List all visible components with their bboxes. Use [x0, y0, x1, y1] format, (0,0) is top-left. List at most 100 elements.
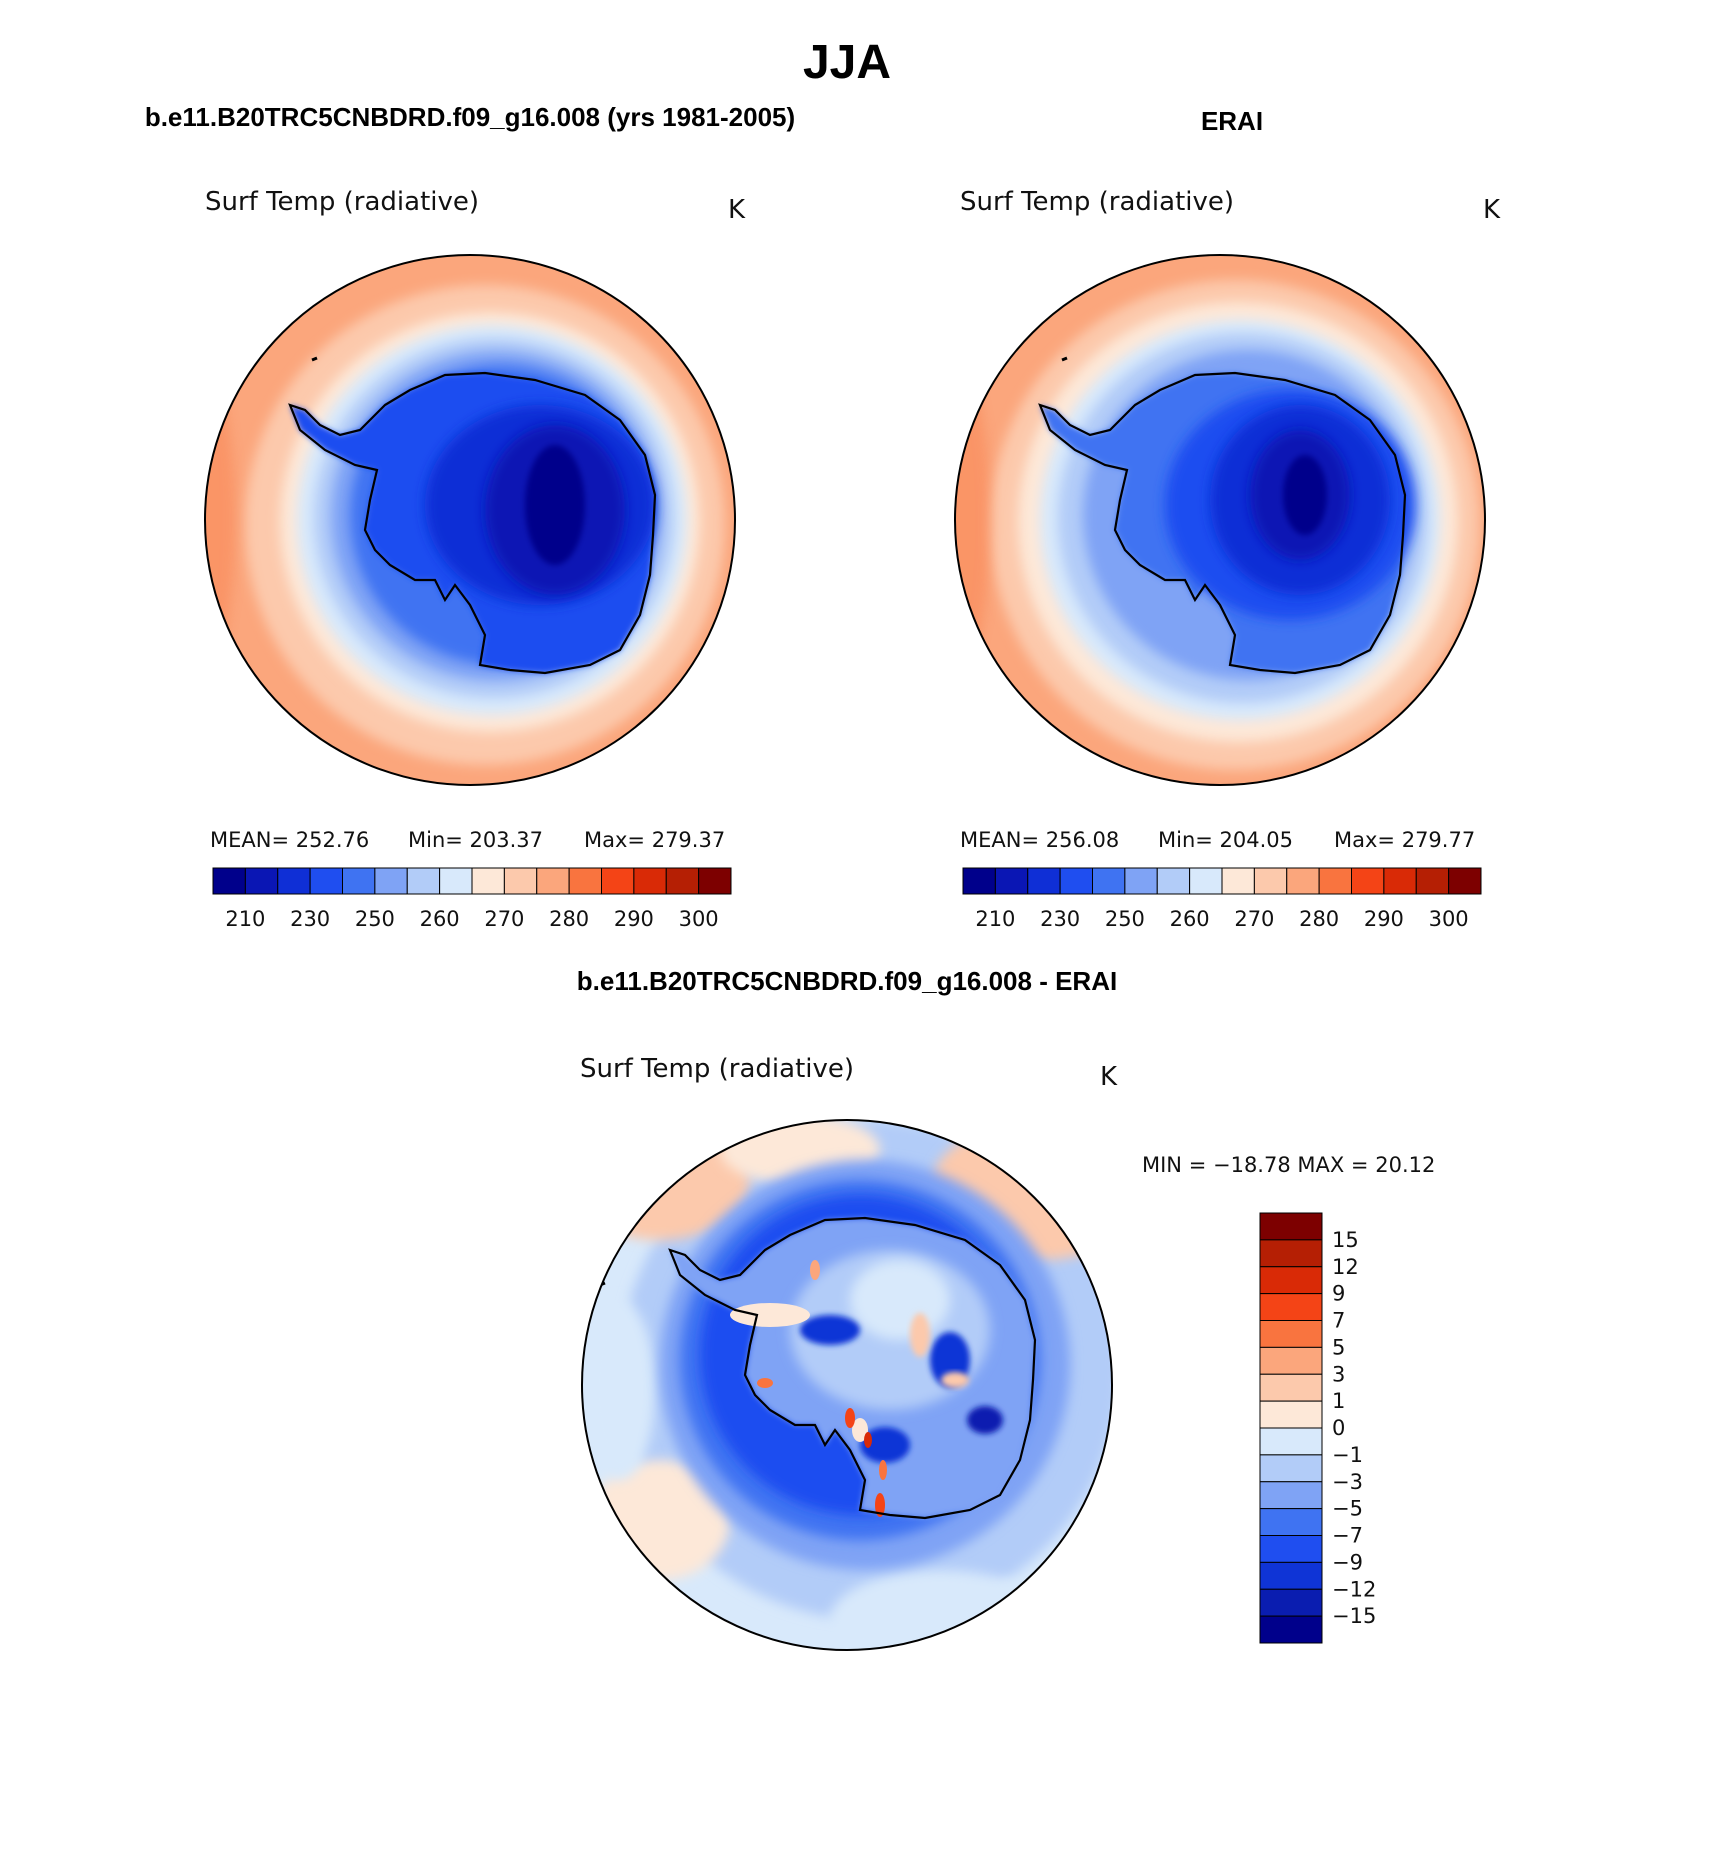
- panel-obs-colorbar-tick-label: 210: [975, 907, 1015, 931]
- panel-diff-colorbar-tick-label: 0: [1332, 1416, 1345, 1440]
- panel-diff-colorbar-swatch: [1259, 1266, 1323, 1295]
- panel-model-colorbar-tick-label: 250: [355, 907, 395, 931]
- panel-model-stat-mean: MEAN= 252.76: [210, 828, 369, 852]
- panel-obs-stat-max: Max= 279.77: [1334, 828, 1475, 852]
- panel-obs-stat-mean: MEAN= 256.08: [960, 828, 1119, 852]
- panel-diff-map: [582, 1120, 1112, 1650]
- figure-title: JJA: [803, 36, 891, 89]
- panel-obs-colorbar-tick-label: 250: [1105, 907, 1145, 931]
- panel-obs-colorbar-tick-label: 230: [1040, 907, 1080, 931]
- panel-diff-colorbar-swatch: [1259, 1588, 1323, 1617]
- panel-model-colorbar-swatch: [212, 867, 246, 895]
- panel-obs-colorbar-swatch: [1286, 867, 1320, 895]
- panel-model-colorbar-swatch: [309, 867, 343, 895]
- panel-obs-colorbar-swatch: [994, 867, 1029, 895]
- panel-diff-colorbar-ticks: 15 12 9 75 3 1 0 −1 −3 −5 −7−9 −12 −15: [1332, 1228, 1376, 1628]
- panel-model-colorbar-tick-label: 210: [225, 907, 265, 931]
- panel-diff-colorbar-tick-label: −1: [1332, 1443, 1363, 1467]
- panel-model-colorbar-swatch: [633, 867, 667, 895]
- panel-model-colorbar-tick-label: 280: [549, 907, 589, 931]
- panel-diff-colorbar-swatch: [1259, 1427, 1323, 1456]
- panel-model-map-border: [204, 254, 736, 786]
- panel-obs-stats: MEAN= 256.08 Min= 204.05 Max= 279.77: [960, 828, 1475, 852]
- panel-diff-field: [582, 1120, 1112, 1650]
- panel-model-colorbar-swatch: [503, 867, 538, 895]
- panel-model-subtitle: b.e11.B20TRC5CNBDRD.f09_g16.008 (yrs 198…: [145, 102, 795, 132]
- panel-model-stats: MEAN= 252.76 Min= 203.37 Max= 279.37: [210, 828, 725, 852]
- panel-diff-variable: Surf Temp (radiative): [580, 1054, 854, 1084]
- panel-obs-subtitle: ERAI: [1201, 106, 1263, 136]
- panel-obs-colorbar-tick-label: 270: [1234, 907, 1274, 931]
- panel-model-stat-min: Min= 203.37: [408, 828, 543, 852]
- panel-model-colorbar-swatch: [471, 867, 505, 895]
- panel-obs-colorbar-tick-label: 280: [1299, 907, 1339, 931]
- panel-obs-colorbar-swatch: [1059, 867, 1093, 895]
- panel-diff-colorbar-swatch: [1259, 1454, 1323, 1483]
- panel-diff-map-border: [581, 1119, 1113, 1651]
- panel-obs-colorbar-swatch: [962, 867, 996, 895]
- panel-obs-colorbar-tick-label: 260: [1170, 907, 1210, 931]
- panel-model-colorbar-swatch: [374, 867, 408, 895]
- panel-obs-variable: Surf Temp (radiative): [960, 187, 1234, 217]
- panel-diff-colorbar-swatch: [1259, 1615, 1323, 1644]
- panel-obs-map-border: [954, 254, 1486, 786]
- panel-model-colorbar-tick-label: 270: [484, 907, 524, 931]
- panel-model-colorbar-swatch: [439, 867, 473, 895]
- panel-obs-colorbar-swatch: [1027, 867, 1061, 895]
- panel-obs-colorbar-swatch: [1318, 867, 1352, 895]
- panel-diff-colorbar-tick-label: −3: [1332, 1470, 1363, 1494]
- panel-obs-units: K: [1483, 195, 1501, 225]
- panel-model-colorbar-tick-label: 290: [614, 907, 654, 931]
- panel-model-map: [205, 255, 735, 785]
- panel-model-stat-max: Max= 279.37: [584, 828, 725, 852]
- panel-diff-colorbar-swatch: [1259, 1400, 1323, 1429]
- panel-obs-colorbar: [962, 867, 1482, 895]
- panel-diff-stats: MIN = −18.78 MAX = 20.12: [1142, 1153, 1435, 1177]
- panel-diff-colorbar-swatch: [1259, 1239, 1323, 1268]
- panel-obs-colorbar-swatch: [1253, 867, 1288, 895]
- panel-diff-colorbar-tick-label: 12: [1332, 1255, 1359, 1279]
- panel-model-colorbar-swatch: [601, 867, 635, 895]
- panel-obs-colorbar-swatch: [1448, 867, 1482, 895]
- panel-diff-colorbar-tick-label: 3: [1332, 1362, 1345, 1386]
- panel-model-colorbar: [212, 867, 732, 895]
- panel-diff-colorbar-swatch: [1259, 1320, 1323, 1348]
- panel-diff-colorbar-tick-label: −12: [1332, 1577, 1376, 1601]
- panel-diff: b.e11.B20TRC5CNBDRD.f09_g16.008 - ERAI S…: [577, 966, 1435, 1651]
- panel-obs-stat-min: Min= 204.05: [1158, 828, 1293, 852]
- panel-obs-colorbar-swatch: [1124, 867, 1158, 895]
- panel-diff-colorbar-swatch: [1259, 1508, 1323, 1536]
- panel-model-colorbar-swatch: [536, 867, 570, 895]
- panel-obs-colorbar-tick-label: 290: [1364, 907, 1404, 931]
- panel-obs-colorbar-tick-label: 300: [1429, 907, 1469, 931]
- panel-model-colorbar-swatch: [244, 867, 279, 895]
- panel-obs-colorbar-swatch: [1351, 867, 1385, 895]
- panel-diff-subtitle: b.e11.B20TRC5CNBDRD.f09_g16.008 - ERAI: [577, 966, 1117, 996]
- panel-model-colorbar-tick-label: 300: [679, 907, 719, 931]
- panel-diff-colorbar-tick-label: −15: [1332, 1604, 1376, 1628]
- panel-diff-colorbar: [1259, 1212, 1323, 1644]
- panel-model: b.e11.B20TRC5CNBDRD.f09_g16.008 (yrs 198…: [145, 102, 795, 931]
- panel-model-colorbar-ticks: 210 230 250 260 270 280 290 300: [225, 907, 718, 931]
- panel-obs-colorbar-swatch: [1383, 867, 1417, 895]
- panel-diff-colorbar-tick-label: 15: [1332, 1228, 1359, 1252]
- panel-model-colorbar-tick-label: 230: [290, 907, 330, 931]
- panel-diff-colorbar-swatch: [1259, 1481, 1323, 1510]
- panel-model-units: K: [728, 195, 746, 225]
- panel-obs-map: [955, 255, 1485, 785]
- panel-model-colorbar-tick-label: 260: [420, 907, 460, 931]
- panel-diff-colorbar-tick-label: −7: [1332, 1524, 1363, 1548]
- panel-obs-colorbar-swatch: [1092, 867, 1126, 895]
- panel-obs-colorbar-swatch: [1156, 867, 1191, 895]
- panel-model-colorbar-swatch: [277, 867, 311, 895]
- panel-model-colorbar-swatch: [406, 867, 441, 895]
- panel-obs-colorbar-ticks: 210 230 250 260 270 280 290 300: [975, 907, 1468, 931]
- panel-diff-colorbar-swatch: [1259, 1561, 1323, 1590]
- panel-model-colorbar-swatch: [342, 867, 376, 895]
- panel-diff-colorbar-swatch: [1259, 1346, 1323, 1375]
- panel-diff-colorbar-tick-label: −9: [1332, 1550, 1363, 1574]
- panel-diff-colorbar-tick-label: 9: [1332, 1282, 1345, 1306]
- panel-diff-colorbar-swatch: [1259, 1535, 1323, 1563]
- panel-diff-colorbar-tick-label: 5: [1332, 1335, 1345, 1359]
